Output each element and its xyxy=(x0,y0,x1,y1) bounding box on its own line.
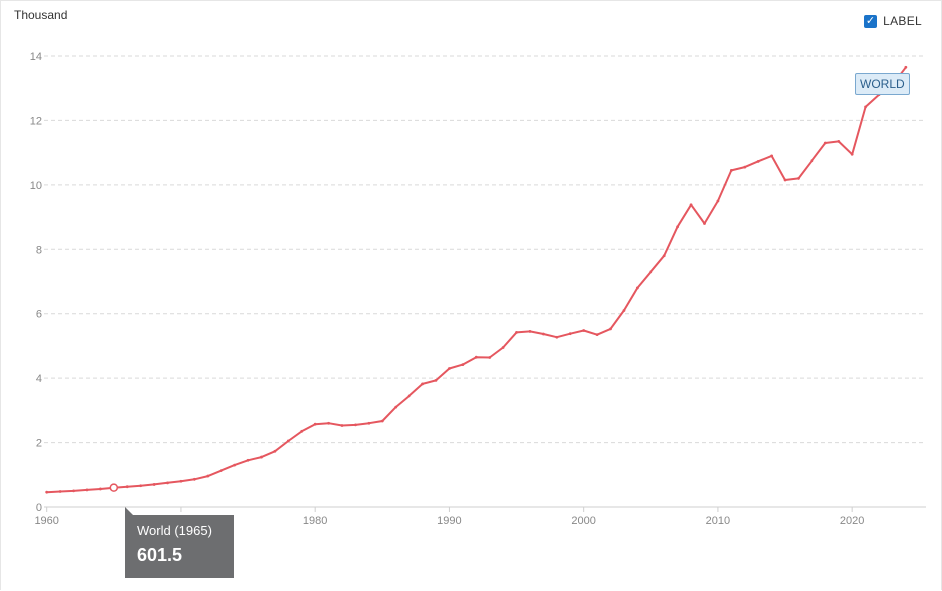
y-tick-label-4: 4 xyxy=(36,373,42,385)
data-point-1962 xyxy=(72,489,75,493)
data-point-1985 xyxy=(380,419,384,423)
data-point-1970 xyxy=(179,479,183,483)
data-point-1992 xyxy=(474,355,478,359)
data-point-1981 xyxy=(327,421,331,425)
data-point-1976 xyxy=(260,455,263,459)
data-point-1961 xyxy=(58,490,62,493)
x-tick-label-1960: 1960 xyxy=(34,515,58,527)
tooltip: World (1965) 601.5 xyxy=(125,507,234,578)
data-point-1979 xyxy=(300,429,304,433)
data-point-2000 xyxy=(582,329,586,332)
data-point-1966 xyxy=(125,485,129,489)
data-point-1980 xyxy=(313,422,317,426)
data-point-1969 xyxy=(166,481,169,485)
x-tick-label-2010: 2010 xyxy=(706,515,730,527)
data-point-1968 xyxy=(152,483,156,486)
data-point-2011 xyxy=(729,168,733,172)
y-tick-label-10: 10 xyxy=(30,180,42,192)
highlight-point xyxy=(109,483,119,492)
data-point-2019 xyxy=(837,139,841,143)
data-point-1978 xyxy=(286,439,290,443)
x-tick-label-2020: 2020 xyxy=(840,515,864,527)
y-axis-unit-label: Thousand xyxy=(14,8,68,22)
data-point-1984 xyxy=(367,421,371,425)
data-point-2020 xyxy=(850,152,854,156)
tooltip-title: World (1965) xyxy=(137,523,212,538)
label-toggle-checkbox[interactable]: ✓ xyxy=(864,14,878,28)
y-tick-label-14: 14 xyxy=(30,51,42,63)
data-point-1971 xyxy=(192,477,196,481)
data-point-1996 xyxy=(528,330,532,333)
data-point-1986 xyxy=(394,405,398,409)
legend[interactable]: ✓ LABEL xyxy=(864,14,922,28)
data-point-1983 xyxy=(354,423,357,427)
data-point-2010 xyxy=(716,199,720,203)
data-point-1964 xyxy=(98,487,102,491)
data-point-1975 xyxy=(246,458,250,462)
data-point-2017 xyxy=(810,159,814,163)
data-point-1972 xyxy=(206,474,210,478)
x-tick-label-1980: 1980 xyxy=(303,515,327,527)
legend-label[interactable]: LABEL xyxy=(883,14,922,28)
data-point-2002 xyxy=(609,327,612,331)
data-point-2009 xyxy=(703,222,706,225)
x-tick-label-2000: 2000 xyxy=(571,515,595,527)
data-point-2005 xyxy=(649,270,653,274)
x-tick-label-1990: 1990 xyxy=(437,515,461,527)
data-point-1989 xyxy=(434,378,438,382)
data-point-2004 xyxy=(635,286,639,290)
data-point-2012 xyxy=(743,165,747,169)
data-point-1995 xyxy=(515,330,518,334)
data-point-2001 xyxy=(595,333,599,337)
series-label-world[interactable]: WORLD xyxy=(855,73,910,95)
y-tick-label-8: 8 xyxy=(36,244,42,256)
data-point-2013 xyxy=(756,159,760,163)
data-point-2016 xyxy=(797,177,800,180)
data-point-2018 xyxy=(823,141,827,145)
data-point-2015 xyxy=(783,178,787,182)
y-tick-label-6: 6 xyxy=(36,309,42,321)
data-point-2006 xyxy=(662,254,666,258)
data-point-1994 xyxy=(501,346,505,349)
y-tick-label-12: 12 xyxy=(30,115,42,127)
tooltip-value: 601.5 xyxy=(137,545,183,565)
data-point-2024 xyxy=(904,65,908,69)
data-point-2003 xyxy=(622,309,626,312)
checkmark-icon: ✓ xyxy=(865,14,876,27)
y-tick-label-0: 0 xyxy=(36,502,42,514)
data-point-1967 xyxy=(139,484,143,488)
data-point-1991 xyxy=(461,363,465,367)
data-point-2007 xyxy=(676,225,680,229)
data-point-1993 xyxy=(488,356,492,359)
data-point-1963 xyxy=(85,488,89,492)
data-point-1999 xyxy=(568,332,572,336)
data-point-2008 xyxy=(689,203,693,207)
data-point-2014 xyxy=(770,154,774,158)
data-point-1988 xyxy=(421,382,424,386)
data-point-1974 xyxy=(233,463,237,467)
data-point-1982 xyxy=(340,424,344,427)
data-point-1997 xyxy=(541,332,545,336)
data-point-1973 xyxy=(219,469,223,472)
data-point-1998 xyxy=(555,335,559,339)
y-tick-label-2: 2 xyxy=(36,438,42,450)
series-line-world xyxy=(46,66,907,494)
data-point-1977 xyxy=(273,449,277,453)
data-point-1987 xyxy=(407,394,411,398)
data-point-2021 xyxy=(864,105,867,109)
data-point-1960 xyxy=(45,490,49,494)
data-point-1990 xyxy=(448,367,451,370)
